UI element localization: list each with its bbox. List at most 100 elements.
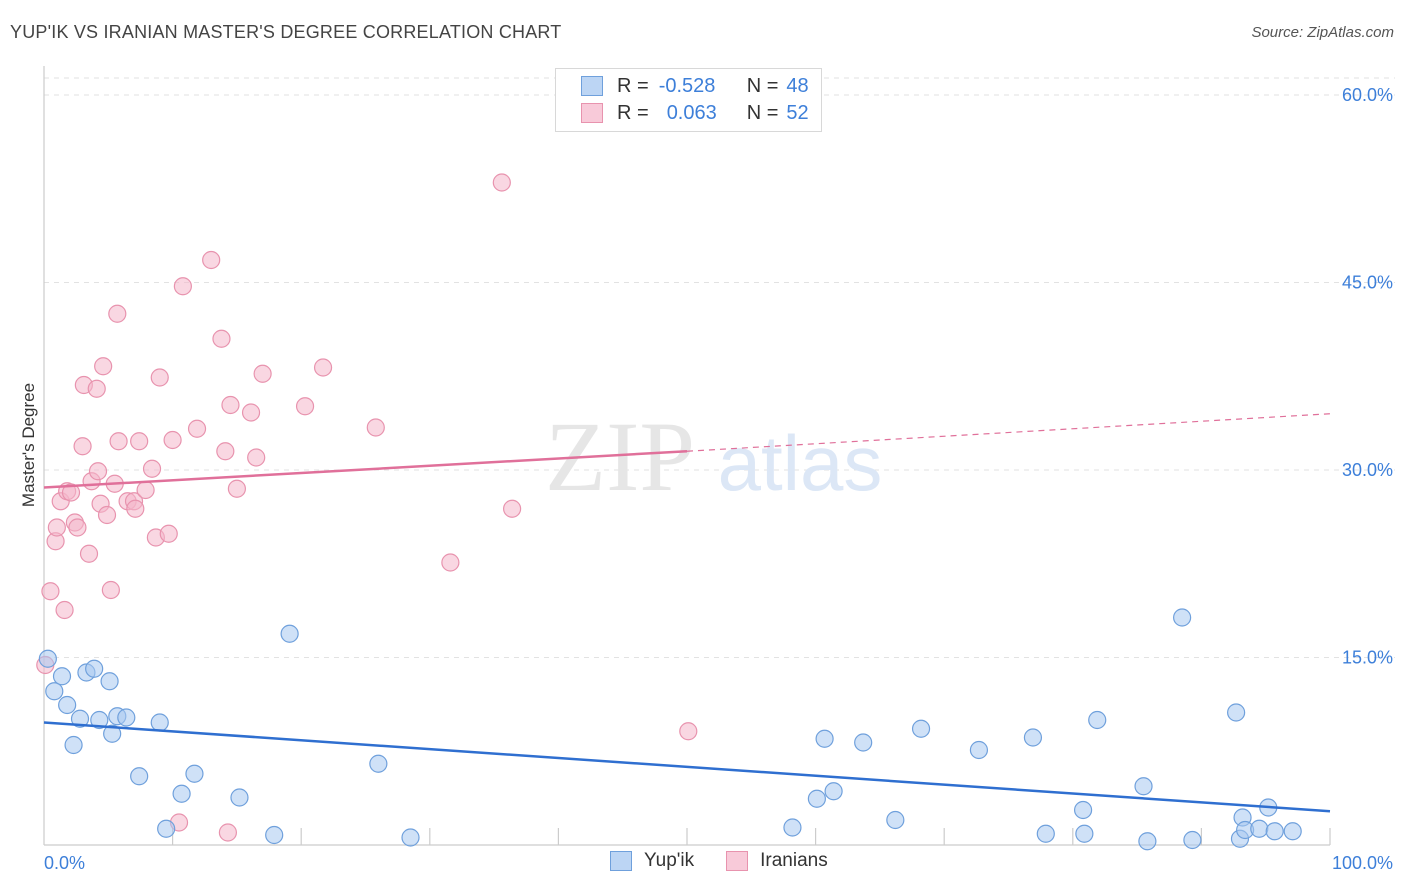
data-point-yupik	[185, 764, 204, 783]
data-point-yupik	[1088, 710, 1107, 730]
data-point-iranians	[79, 544, 99, 563]
data-point-yupik	[280, 624, 299, 643]
legend-n-value: 52	[786, 101, 809, 124]
data-point-yupik	[172, 784, 191, 803]
data-point-iranians	[679, 722, 698, 741]
correlation-legend: R = -0.528 N = 48 R = 0.063 N = 52	[555, 68, 822, 132]
data-point-iranians	[159, 524, 178, 543]
data-point-iranians	[187, 419, 207, 438]
data-point-iranians	[130, 432, 149, 451]
data-point-iranians	[216, 442, 235, 461]
data-point-yupik	[100, 672, 119, 691]
data-point-iranians	[108, 304, 127, 323]
legend-n-label: N =	[746, 101, 779, 124]
data-point-yupik	[45, 682, 64, 701]
data-point-yupik	[886, 810, 905, 830]
series-label-iranians: Iranians	[760, 850, 828, 871]
data-point-yupik	[230, 788, 249, 807]
data-point-iranians	[101, 580, 120, 600]
data-point-iranians	[142, 459, 162, 478]
data-point-iranians	[68, 518, 87, 537]
data-point-yupik	[854, 733, 873, 752]
data-point-yupik	[52, 667, 72, 686]
data-point-iranians	[47, 518, 66, 537]
legend-row-yupik: R = -0.528 N = 48	[581, 73, 809, 99]
data-point-yupik	[1138, 832, 1157, 851]
y-axis-title: Master's Degree	[19, 383, 38, 507]
watermark-zip: ZIP	[545, 401, 695, 512]
data-point-yupik	[1073, 800, 1093, 820]
data-point-iranians	[126, 499, 145, 518]
trend-lines	[43, 413, 1331, 813]
data-point-iranians	[212, 329, 231, 348]
y-tick-label: 60.0%	[1342, 85, 1393, 105]
data-point-iranians	[61, 483, 81, 502]
data-point-iranians	[202, 250, 221, 270]
data-point-yupik	[969, 740, 989, 760]
gridlines	[44, 77, 1395, 658]
data-point-yupik	[85, 659, 104, 678]
data-point-yupik	[265, 825, 284, 845]
source-label: Source: ZipAtlas.com	[1251, 24, 1394, 41]
data-point-iranians	[221, 395, 240, 415]
series-swatch-yupik	[610, 851, 632, 871]
data-point-yupik	[90, 710, 109, 730]
data-point-yupik	[157, 819, 176, 838]
trend-line-yupik	[43, 721, 1331, 813]
data-point-yupik	[1283, 822, 1302, 841]
data-point-iranians	[55, 600, 74, 620]
legend-row-iranians: R = 0.063 N = 52	[581, 100, 809, 126]
y-tick-label: 45.0%	[1342, 273, 1393, 293]
data-point-iranians	[136, 480, 155, 500]
data-point-yupik	[1134, 777, 1153, 796]
data-point-iranians	[94, 357, 113, 376]
trend-line-iranians	[43, 450, 688, 489]
data-point-yupik	[150, 713, 169, 732]
legend-n-value: 48	[786, 74, 809, 97]
data-point-iranians	[295, 397, 315, 416]
legend-r-label: R =	[617, 74, 649, 97]
legend-r-label: R =	[617, 101, 649, 124]
data-point-yupik	[1075, 824, 1094, 843]
data-point-yupik	[130, 767, 149, 786]
series-legend: Yup'ik Iranians	[610, 850, 828, 872]
data-point-iranians	[313, 358, 333, 377]
legend-swatch-iranians	[581, 103, 603, 123]
data-point-iranians	[97, 505, 117, 525]
data-point-iranians	[503, 499, 522, 518]
data-point-yupik	[807, 789, 826, 808]
data-point-iranians	[163, 430, 182, 450]
data-point-yupik	[824, 782, 843, 801]
y-tick-label: 30.0%	[1342, 460, 1393, 480]
data-point-iranians	[253, 364, 272, 383]
x-tick-label: 100.0%	[1332, 853, 1393, 873]
data-point-yupik	[1183, 830, 1202, 850]
legend-r-value: 0.063	[666, 101, 717, 124]
data-point-yupik	[1250, 819, 1269, 838]
legend-r-value: -0.528	[658, 74, 716, 97]
data-point-iranians	[41, 582, 60, 601]
data-point-yupik	[1265, 822, 1284, 841]
data-point-iranians	[366, 418, 385, 437]
data-point-yupik	[117, 708, 136, 727]
data-point-yupik	[1036, 824, 1055, 843]
data-point-iranians	[227, 479, 246, 498]
data-point-iranians	[218, 823, 237, 842]
series-swatch-iranians	[726, 851, 749, 871]
data-point-iranians	[87, 379, 106, 398]
data-point-yupik	[70, 709, 90, 728]
data-point-yupik	[1023, 728, 1043, 747]
data-point-iranians	[109, 432, 128, 451]
data-point-iranians	[241, 403, 261, 422]
legend-n-label: N =	[746, 74, 779, 97]
watermark-atlas: atlas	[718, 419, 883, 507]
data-point-yupik	[783, 818, 802, 837]
data-point-yupik	[64, 735, 83, 755]
data-point-yupik	[401, 828, 420, 847]
tick-labels: 15.0% 30.0% 45.0% 60.0% 0.0% 100.0%	[44, 85, 1393, 873]
series-label-yupik: Yup'ik	[644, 850, 695, 871]
data-point-iranians	[88, 462, 108, 481]
watermark: ZIP atlas	[545, 401, 882, 512]
x-tick-label: 0.0%	[44, 853, 85, 873]
